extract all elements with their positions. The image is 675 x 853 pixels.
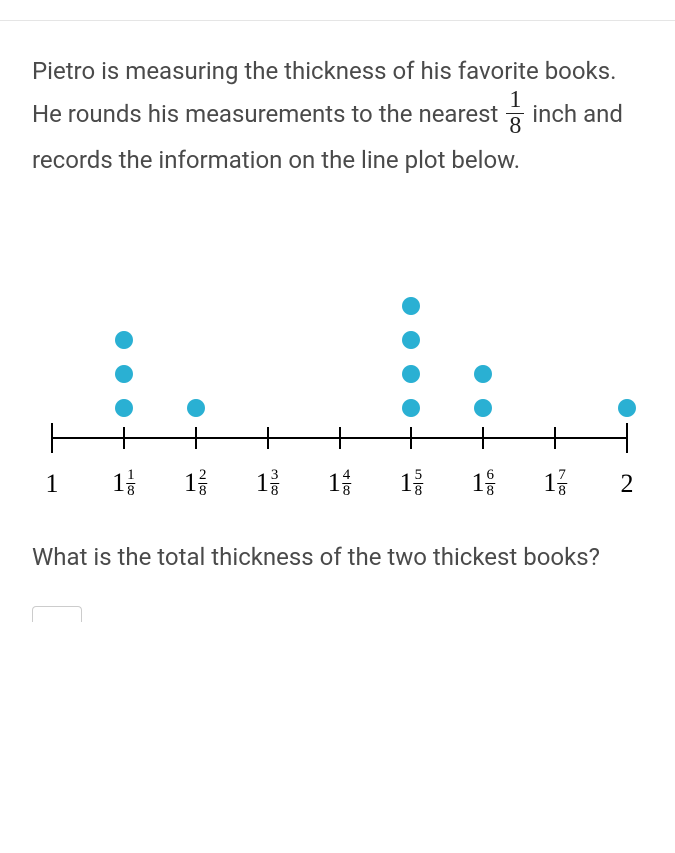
content-area: Pietro is measuring the thickness of his…: [0, 21, 675, 642]
tick-fraction-num: 2: [198, 468, 208, 484]
tick-fraction: 28: [198, 468, 208, 499]
axis-tick-label: 138: [256, 468, 280, 499]
answer-input-partial[interactable]: [32, 606, 82, 622]
tick-fraction-num: 7: [557, 468, 567, 484]
axis-tick-label: 158: [400, 468, 424, 499]
problem-statement: Pietro is measuring the thickness of his…: [32, 53, 647, 179]
plot-dot: [187, 399, 205, 417]
tick-fraction-num: 5: [414, 468, 424, 484]
plot-dot: [115, 365, 133, 383]
plot-dot: [402, 297, 420, 315]
tick-fraction-den: 8: [557, 484, 567, 499]
question-text: What is the total thickness of the two t…: [32, 539, 647, 576]
axis-tick-label: 1: [46, 469, 59, 499]
plot-dot: [402, 365, 420, 383]
axis-tick-label: 148: [328, 468, 352, 499]
plot-dot: [402, 331, 420, 349]
tick-fraction-den: 8: [198, 484, 208, 499]
tick-whole: 1: [472, 468, 485, 498]
tick-fraction-num: 4: [342, 468, 352, 484]
tick-fraction-num: 3: [270, 468, 280, 484]
tick-fraction-den: 8: [126, 484, 136, 499]
tick-whole: 1: [112, 468, 125, 498]
tick-fraction: 38: [270, 468, 280, 499]
tick-whole: 1: [184, 468, 197, 498]
axis-tick-label: 128: [184, 468, 208, 499]
tick-whole: 2: [621, 469, 634, 499]
tick-fraction: 68: [486, 468, 496, 499]
line-plot: 11181281381481581681782: [52, 239, 627, 499]
axis-tick: [626, 423, 628, 453]
tick-fraction-den: 8: [486, 484, 496, 499]
tick-fraction-num: 1: [126, 468, 136, 484]
axis-tick-label: 2: [621, 469, 634, 499]
tick-fraction-den: 8: [414, 484, 424, 499]
plot-dot: [618, 399, 636, 417]
axis-tick-label: 168: [472, 468, 496, 499]
tick-whole: 1: [46, 469, 59, 499]
plot-dot: [402, 399, 420, 417]
tick-whole: 1: [328, 468, 341, 498]
plot-dot: [115, 331, 133, 349]
axis-tick: [410, 427, 412, 449]
fraction-numerator: 1: [506, 88, 524, 114]
plot-dot: [115, 399, 133, 417]
problem-fraction: 1 8: [506, 88, 524, 139]
tick-fraction: 18: [126, 468, 136, 499]
plot-dot: [474, 365, 492, 383]
axis-tick: [339, 427, 341, 449]
tick-fraction-den: 8: [270, 484, 280, 499]
tick-fraction: 48: [342, 468, 352, 499]
axis-tick: [51, 423, 53, 453]
tick-whole: 1: [400, 468, 413, 498]
plot-dot: [474, 399, 492, 417]
tick-fraction: 58: [414, 468, 424, 499]
axis-tick: [482, 427, 484, 449]
tick-fraction-num: 6: [486, 468, 496, 484]
axis-tick: [195, 427, 197, 449]
axis-tick: [267, 427, 269, 449]
fraction-denominator: 8: [506, 114, 524, 139]
tick-fraction: 78: [557, 468, 567, 499]
axis-tick-label: 118: [112, 468, 136, 499]
tick-whole: 1: [256, 468, 269, 498]
axis-tick: [554, 427, 556, 449]
axis-tick-label: 178: [543, 468, 567, 499]
problem-text-part1: Pietro is measuring the thickness of his…: [32, 57, 616, 128]
tick-fraction-den: 8: [342, 484, 352, 499]
axis-tick: [123, 427, 125, 449]
tick-whole: 1: [543, 468, 556, 498]
